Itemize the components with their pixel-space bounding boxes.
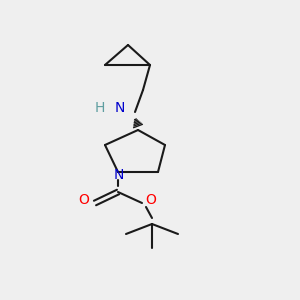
Text: N: N [115,101,125,115]
Text: N: N [114,168,124,182]
Text: H: H [95,101,105,115]
Text: O: O [146,193,156,207]
Text: O: O [79,193,89,207]
